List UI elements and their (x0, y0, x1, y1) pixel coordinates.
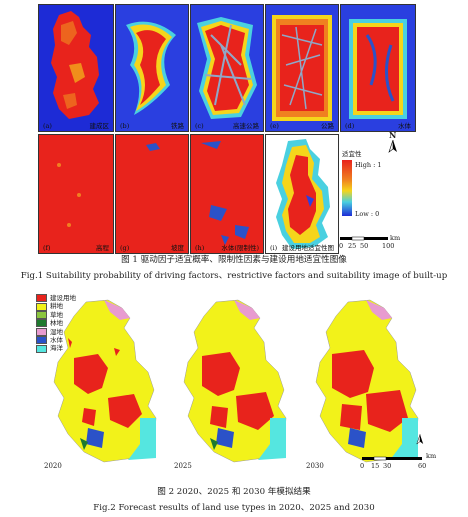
scale2-tick-1: 15 (371, 462, 380, 470)
map-2020 (53, 299, 157, 463)
legend-swatch (36, 319, 47, 328)
scale2-tick-2: 30 (383, 462, 392, 470)
panel-c-map (191, 5, 263, 131)
year-label-2030: 2030 (306, 462, 324, 470)
panel-e: (e) 公路 (265, 4, 339, 132)
panel-d-label: 水体 (398, 121, 411, 130)
legend-colorbar (342, 160, 352, 216)
legend-item-wetland: 湿地 (36, 328, 76, 336)
figure2-caption-en: Fig.2 Forecast results of land use types… (93, 503, 375, 513)
panel-g-letter: (g) (120, 243, 130, 252)
legend-label: 海洋 (50, 344, 63, 353)
figure-2: 建设用地 耕地 草地 林地 湿地 水体 海洋 2020 2025 2030 0 … (30, 294, 450, 476)
north-arrow-icon-2 (416, 434, 424, 445)
panel-f-map (39, 135, 113, 253)
legend-swatch (36, 294, 47, 303)
panel-i-letter: (i) (270, 243, 278, 252)
panel-f: (f) 高程 (38, 134, 114, 254)
panel-f-label: 高程 (96, 243, 109, 252)
panel-d-letter: (d) (345, 121, 355, 130)
legend-label: 草地 (50, 310, 63, 319)
panel-g: (g) 坡度 (115, 134, 189, 254)
panel-f-letter: (f) (43, 243, 51, 252)
north-label: N (389, 130, 397, 140)
legend-label: 建设用地 (50, 294, 76, 302)
panel-b: (b) 铁路 (115, 4, 189, 132)
panel-g-label: 坡度 (171, 243, 184, 252)
landuse-legend: 建设用地 耕地 草地 林地 湿地 水体 海洋 (36, 294, 76, 353)
map-2030 (315, 299, 419, 463)
figure-1: (a) 建成区 (b) 铁路 (c) 高速公路 (e) (38, 4, 416, 254)
panel-b-letter: (b) (120, 121, 130, 130)
panel-h-map (191, 135, 263, 253)
panel-d-map (341, 5, 415, 131)
legend-item-cropland: 耕地 (36, 302, 76, 311)
legend-swatch (36, 327, 47, 336)
legend-item-ocean: 海洋 (36, 344, 76, 353)
panel-i-label: 建设用地适宜性图 (282, 243, 334, 252)
scale2-tick-3: 60 (418, 462, 427, 470)
legend-label: 林地 (50, 319, 63, 328)
figure2-caption-cn: 图 2 2020、2025 和 2030 年模拟结果 (157, 487, 311, 497)
scale1-unit: km (390, 234, 401, 242)
legend-high: High : 1 (355, 161, 382, 169)
north-arrow-icon (388, 140, 397, 153)
figure1-caption-en: Fig.1 Suitability probability of driving… (20, 271, 448, 281)
panel-d: (d) 水体 (340, 4, 416, 132)
panel-i-map (266, 135, 338, 253)
panel-g-map (116, 135, 188, 253)
scale1-tick-2: 50 (360, 242, 369, 250)
scale-bar-2-graphic (362, 456, 422, 461)
year-label-2025: 2025 (174, 462, 192, 470)
scale1-tick-1: 25 (348, 242, 357, 250)
map-2025 (183, 299, 287, 463)
panel-b-map (116, 5, 188, 131)
panel-a-map (39, 5, 113, 131)
panel-a-letter: (a) (43, 121, 52, 130)
panel-c-letter: (c) (195, 121, 204, 130)
legend-label: 耕地 (50, 302, 63, 311)
legend-item-water: 水体 (36, 336, 76, 345)
scale1-tick-0: 0 (339, 242, 344, 250)
scale2-tick-0: 0 (360, 462, 365, 470)
legend-item-built-up: 建设用地 (36, 294, 76, 303)
scale-bar-2: 0 15 30 60 km (360, 450, 440, 474)
scale-bar-1 (340, 236, 388, 241)
panel-h-letter: (h) (195, 243, 205, 252)
legend-label: 湿地 (50, 327, 63, 336)
panel-c-label: 高速公路 (233, 121, 259, 130)
legend-swatch (36, 336, 47, 345)
legend-item-forest: 林地 (36, 319, 76, 328)
legend-swatch (36, 344, 47, 353)
panel-e-letter: (e) (270, 121, 279, 130)
figure1-caption-cn: 图 1 驱动因子适宜概率、限制性因素与建设用地适宜性图像 (121, 255, 347, 265)
suitability-legend: 适宜性 High : 1 Low : 0 0 25 50 100 km (332, 148, 412, 250)
year-label-2020: 2020 (44, 462, 62, 470)
legend-title: 适宜性 (342, 150, 362, 158)
panel-h: (h) 水体(限制性) (190, 134, 264, 254)
panel-e-label: 公路 (321, 121, 334, 130)
panel-i: (i) 建设用地适宜性图 (265, 134, 339, 254)
panel-a-label: 建成区 (89, 121, 110, 130)
panel-c: (c) 高速公路 (190, 4, 264, 132)
scale2-unit: km (426, 452, 437, 460)
legend-label: 水体 (50, 336, 63, 345)
legend-item-grassland: 草地 (36, 310, 76, 320)
legend-swatch (36, 302, 47, 311)
panel-b-label: 铁路 (171, 121, 184, 130)
panel-h-label: 水体(限制性) (221, 243, 259, 252)
legend-swatch (36, 311, 47, 320)
panel-e-map (266, 5, 338, 131)
legend-low: Low : 0 (355, 210, 380, 218)
panel-a: (a) 建成区 (38, 4, 114, 132)
scale1-tick-3: 100 (382, 242, 395, 250)
